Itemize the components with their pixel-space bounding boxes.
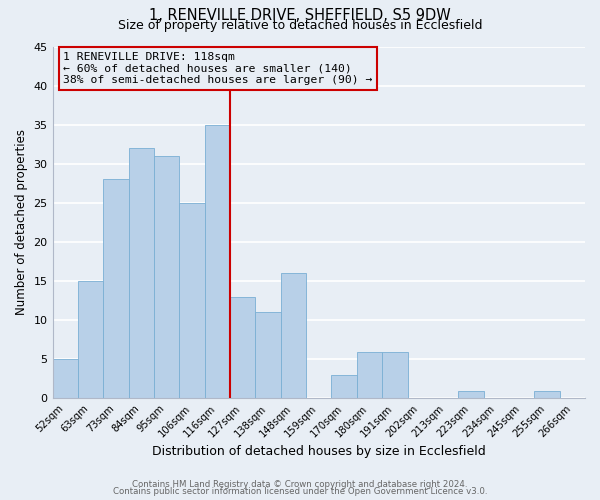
Bar [53, 360, 78, 399]
Bar [154, 156, 179, 398]
Text: Contains HM Land Registry data © Crown copyright and database right 2024.: Contains HM Land Registry data © Crown c… [132, 480, 468, 489]
Bar [128, 148, 154, 399]
Text: Contains public sector information licensed under the Open Government Licence v3: Contains public sector information licen… [113, 487, 487, 496]
Text: Size of property relative to detached houses in Ecclesfield: Size of property relative to detached ho… [118, 19, 482, 32]
Bar [534, 390, 560, 398]
Bar [230, 297, 256, 398]
Text: 1, RENEVILLE DRIVE, SHEFFIELD, S5 9DW: 1, RENEVILLE DRIVE, SHEFFIELD, S5 9DW [149, 8, 451, 22]
X-axis label: Distribution of detached houses by size in Ecclesfield: Distribution of detached houses by size … [152, 444, 485, 458]
Bar [256, 312, 281, 398]
Bar [281, 274, 306, 398]
Bar [179, 203, 205, 398]
Bar [458, 390, 484, 398]
Bar [357, 352, 382, 399]
Bar [331, 375, 357, 398]
Y-axis label: Number of detached properties: Number of detached properties [15, 130, 28, 316]
Bar [382, 352, 407, 399]
Bar [78, 281, 103, 398]
Text: 1 RENEVILLE DRIVE: 118sqm
← 60% of detached houses are smaller (140)
38% of semi: 1 RENEVILLE DRIVE: 118sqm ← 60% of detac… [63, 52, 373, 85]
Bar [103, 180, 128, 398]
Bar [205, 124, 230, 398]
